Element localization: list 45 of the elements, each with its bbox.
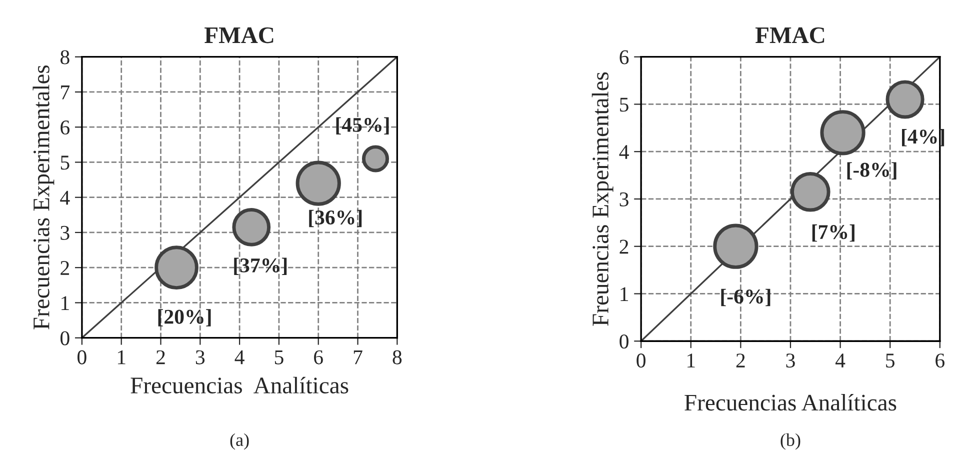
chart-title: FMAC bbox=[755, 27, 824, 44]
x-tick-label: 4 bbox=[835, 354, 846, 368]
y-tick-label: 0 bbox=[60, 331, 70, 346]
y-axis-title: Freuencias Experimentales bbox=[592, 72, 614, 326]
x-tick-label: 5 bbox=[886, 354, 894, 368]
x-tick-label: 0 bbox=[636, 354, 646, 368]
y-axis-title: Frecuencias Experimentales bbox=[32, 65, 54, 330]
x-tick-label: 1 bbox=[118, 350, 126, 364]
y-tick-label: 2 bbox=[620, 240, 628, 254]
x-tick-label: 6 bbox=[314, 350, 323, 364]
x-axis-title: Frecuencias Analíticas bbox=[684, 394, 896, 411]
y-tick-label: 4 bbox=[60, 190, 70, 205]
y-tick-label: 2 bbox=[60, 261, 69, 275]
x-tick-label: 2 bbox=[736, 354, 745, 368]
annotation: [7%] bbox=[812, 224, 854, 242]
y-tick-label: 5 bbox=[60, 156, 70, 170]
y-tick-label: 6 bbox=[60, 120, 70, 135]
annotation: [36%] bbox=[309, 210, 362, 228]
x-tick-label: 6 bbox=[936, 354, 944, 368]
y-tick-label: 8 bbox=[60, 50, 70, 64]
text: (b) bbox=[780, 433, 800, 450]
y-tick-label: 3 bbox=[60, 226, 70, 240]
x-tick-label: 3 bbox=[196, 350, 205, 364]
y-tick-label: 0 bbox=[620, 334, 628, 349]
x-tick-label: 5 bbox=[274, 350, 284, 364]
x-tick-label: 0 bbox=[78, 350, 86, 364]
y-tick-label: 7 bbox=[61, 86, 70, 100]
y-tick-label: 1 bbox=[620, 287, 628, 301]
y-tick-label: 3 bbox=[620, 192, 628, 206]
x-tick-label: 8 bbox=[392, 350, 402, 364]
chart-title: FMAC bbox=[204, 27, 274, 44]
annotation: [20%] bbox=[158, 309, 211, 326]
annotation: [-6%] bbox=[721, 288, 770, 306]
y-tick-label: 5 bbox=[620, 98, 628, 112]
x-axis-title: Frecuencias Analíticas bbox=[130, 376, 348, 394]
y-tick-label: 4 bbox=[619, 145, 629, 159]
annotation: [-8%] bbox=[847, 162, 896, 180]
y-tick-label: 1 bbox=[62, 296, 69, 310]
x-tick-label: 7 bbox=[354, 350, 362, 364]
x-tick-label: 3 bbox=[786, 354, 795, 368]
x-tick-label: 2 bbox=[156, 350, 165, 364]
text: (a) bbox=[230, 433, 249, 450]
x-tick-label: 4 bbox=[234, 350, 244, 364]
x-tick-label: 1 bbox=[687, 354, 695, 368]
y-tick-label: 6 bbox=[620, 50, 629, 64]
